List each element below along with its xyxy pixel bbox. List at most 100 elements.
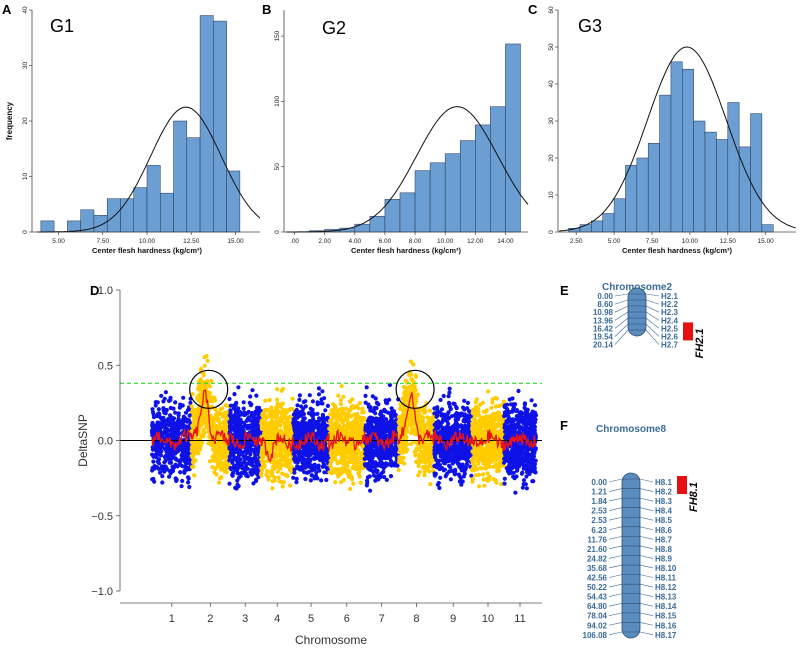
connector-left-f-11 xyxy=(608,583,623,588)
marker-label-f-8: H8.9 xyxy=(655,554,672,563)
xtick-label-d-3: 4 xyxy=(274,613,280,625)
xtick-label-b-6: 12.00 xyxy=(467,238,484,245)
connector-right-f-0 xyxy=(639,478,654,483)
xtick-label-b-1: 2.00 xyxy=(318,238,331,245)
bar-c-16 xyxy=(750,113,763,233)
panel-label-e: E xyxy=(560,283,569,298)
marker-label-f-0: H8.1 xyxy=(655,478,672,487)
xtick-label-c-2: 7.50 xyxy=(646,238,659,245)
marker-label-f-2: H8.3 xyxy=(655,497,672,506)
marker-label-e-5: H2.6 xyxy=(661,333,678,342)
position-label-f-5: 6.23 xyxy=(591,526,607,535)
bar-a-4 xyxy=(93,215,108,233)
bar-a-13 xyxy=(213,20,227,233)
ytick-label-d-2: 0.0 xyxy=(98,436,113,448)
y-axis-title-a: frequency xyxy=(5,101,14,140)
ytick-label-b-0: 0 xyxy=(274,230,281,234)
xtick-label-b-3: 6.00 xyxy=(379,238,392,245)
xtick-label-d-10: 11 xyxy=(514,613,525,625)
position-label-f-10: 42.56 xyxy=(587,574,608,583)
qtl-bar-f xyxy=(677,476,687,494)
xtick-label-d-2: 3 xyxy=(242,613,248,625)
xtick-label-b-2: 4.00 xyxy=(348,238,361,245)
position-label-f-1: 1.21 xyxy=(591,488,607,497)
histogram-title-g1: G1 xyxy=(50,16,75,36)
marker-label-e-0: H2.1 xyxy=(661,292,678,301)
ytick-label-d-1: −0.5 xyxy=(91,511,113,523)
bar-b-4 xyxy=(369,216,386,233)
connector-left-e-0 xyxy=(614,293,629,297)
connector-left-f-13 xyxy=(608,603,623,607)
position-label-f-8: 24.82 xyxy=(587,554,608,563)
connector-left-f-14 xyxy=(608,612,623,616)
connector-right-f-3 xyxy=(639,507,654,511)
connector-left-e-5 xyxy=(614,323,629,337)
chromosome-points-2 xyxy=(189,353,232,485)
ytick-label-d-3: 0.5 xyxy=(98,360,113,372)
xtick-label-c-1: 5.00 xyxy=(608,238,621,245)
ytick-label-c-2: 20 xyxy=(548,154,555,162)
ytick-label-b-1: 50 xyxy=(274,163,281,171)
bar-a-9 xyxy=(160,192,174,233)
ytick-label-a-2: 20 xyxy=(22,117,29,125)
position-label-e-1: 8.60 xyxy=(597,300,613,309)
connector-right-f-1 xyxy=(639,488,654,492)
bar-a-6 xyxy=(120,198,134,233)
position-label-f-7: 21.60 xyxy=(587,545,608,554)
connector-right-f-5 xyxy=(639,526,654,531)
position-label-f-11: 50.22 xyxy=(587,583,608,592)
xtick-label-d-7: 8 xyxy=(413,613,419,625)
qtl-label-f: FH8.1 xyxy=(688,482,700,512)
bar-b-10 xyxy=(459,140,476,233)
marker-label-f-12: H8.13 xyxy=(655,593,677,602)
ytick-label-a-4: 40 xyxy=(22,6,29,14)
chromosome-points-5 xyxy=(291,386,331,485)
connector-left-f-10 xyxy=(608,574,623,578)
position-label-e-0: 0.00 xyxy=(597,292,613,301)
deltasnp-manhattan-plot: −1.0 −0.5 0.0 0.5 1.0 1 2 3 4 5 6 7 8 9 10 11 Chromosome… xyxy=(76,285,542,647)
bar-c-3 xyxy=(602,213,615,233)
qtl-highlight-circle-chr8 xyxy=(395,369,435,409)
connector-right-f-7 xyxy=(639,545,654,550)
bar-c-4 xyxy=(613,198,626,233)
bar-a-12 xyxy=(199,15,214,233)
connector-right-e-6 xyxy=(645,329,660,345)
x-axis-title-c: Center flesh hardness (kg/cm³) xyxy=(622,246,733,255)
position-label-f-9: 35.68 xyxy=(587,564,608,573)
xtick-label-a-1: 7.50 xyxy=(96,238,109,245)
marker-label-f-7: H8.8 xyxy=(655,545,672,554)
connector-right-f-10 xyxy=(639,574,654,578)
connector-left-f-12 xyxy=(608,593,623,597)
connector-right-f-8 xyxy=(639,555,654,559)
bar-b-12 xyxy=(490,106,506,233)
connector-right-f-2 xyxy=(639,497,654,502)
marker-label-e-3: H2.4 xyxy=(661,316,678,325)
connector-left-f-7 xyxy=(608,545,623,550)
xtick-label-a-3: 12.50 xyxy=(183,238,200,245)
panel-label-d: D xyxy=(90,283,100,298)
marker-label-f-3: H8.4 xyxy=(655,507,672,516)
position-label-e-6: 20.14 xyxy=(593,341,614,350)
xtick-label-d-5: 6 xyxy=(344,613,350,625)
bar-a-5 xyxy=(106,198,121,233)
xtick-label-a-4: 15.00 xyxy=(227,238,244,245)
bar-c-5 xyxy=(625,165,638,233)
position-label-f-12: 54.43 xyxy=(587,593,608,602)
connector-right-f-14 xyxy=(639,612,654,616)
normal-curve-b xyxy=(286,106,529,233)
bar-c-17 xyxy=(761,224,774,233)
position-label-f-13: 64.80 xyxy=(587,602,608,611)
position-label-e-2: 10.98 xyxy=(593,308,614,317)
marker-label-e-4: H2.5 xyxy=(661,324,678,333)
ytick-label-a-1: 10 xyxy=(22,173,29,181)
ytick-label-c-3: 30 xyxy=(548,117,555,125)
connector-left-f-8 xyxy=(608,555,623,559)
marker-label-f-9: H8.10 xyxy=(655,564,677,573)
marker-label-f-4: H8.5 xyxy=(655,516,672,525)
x-axis-title-b: Center flesh hardness (kg/cm³) xyxy=(351,246,462,255)
connector-left-e-2 xyxy=(614,305,629,313)
position-label-f-16: 106.08 xyxy=(583,631,608,640)
bar-b-11 xyxy=(475,124,491,233)
position-label-e-5: 19.54 xyxy=(593,333,614,342)
xtick-label-a-0: 5.00 xyxy=(52,238,65,245)
